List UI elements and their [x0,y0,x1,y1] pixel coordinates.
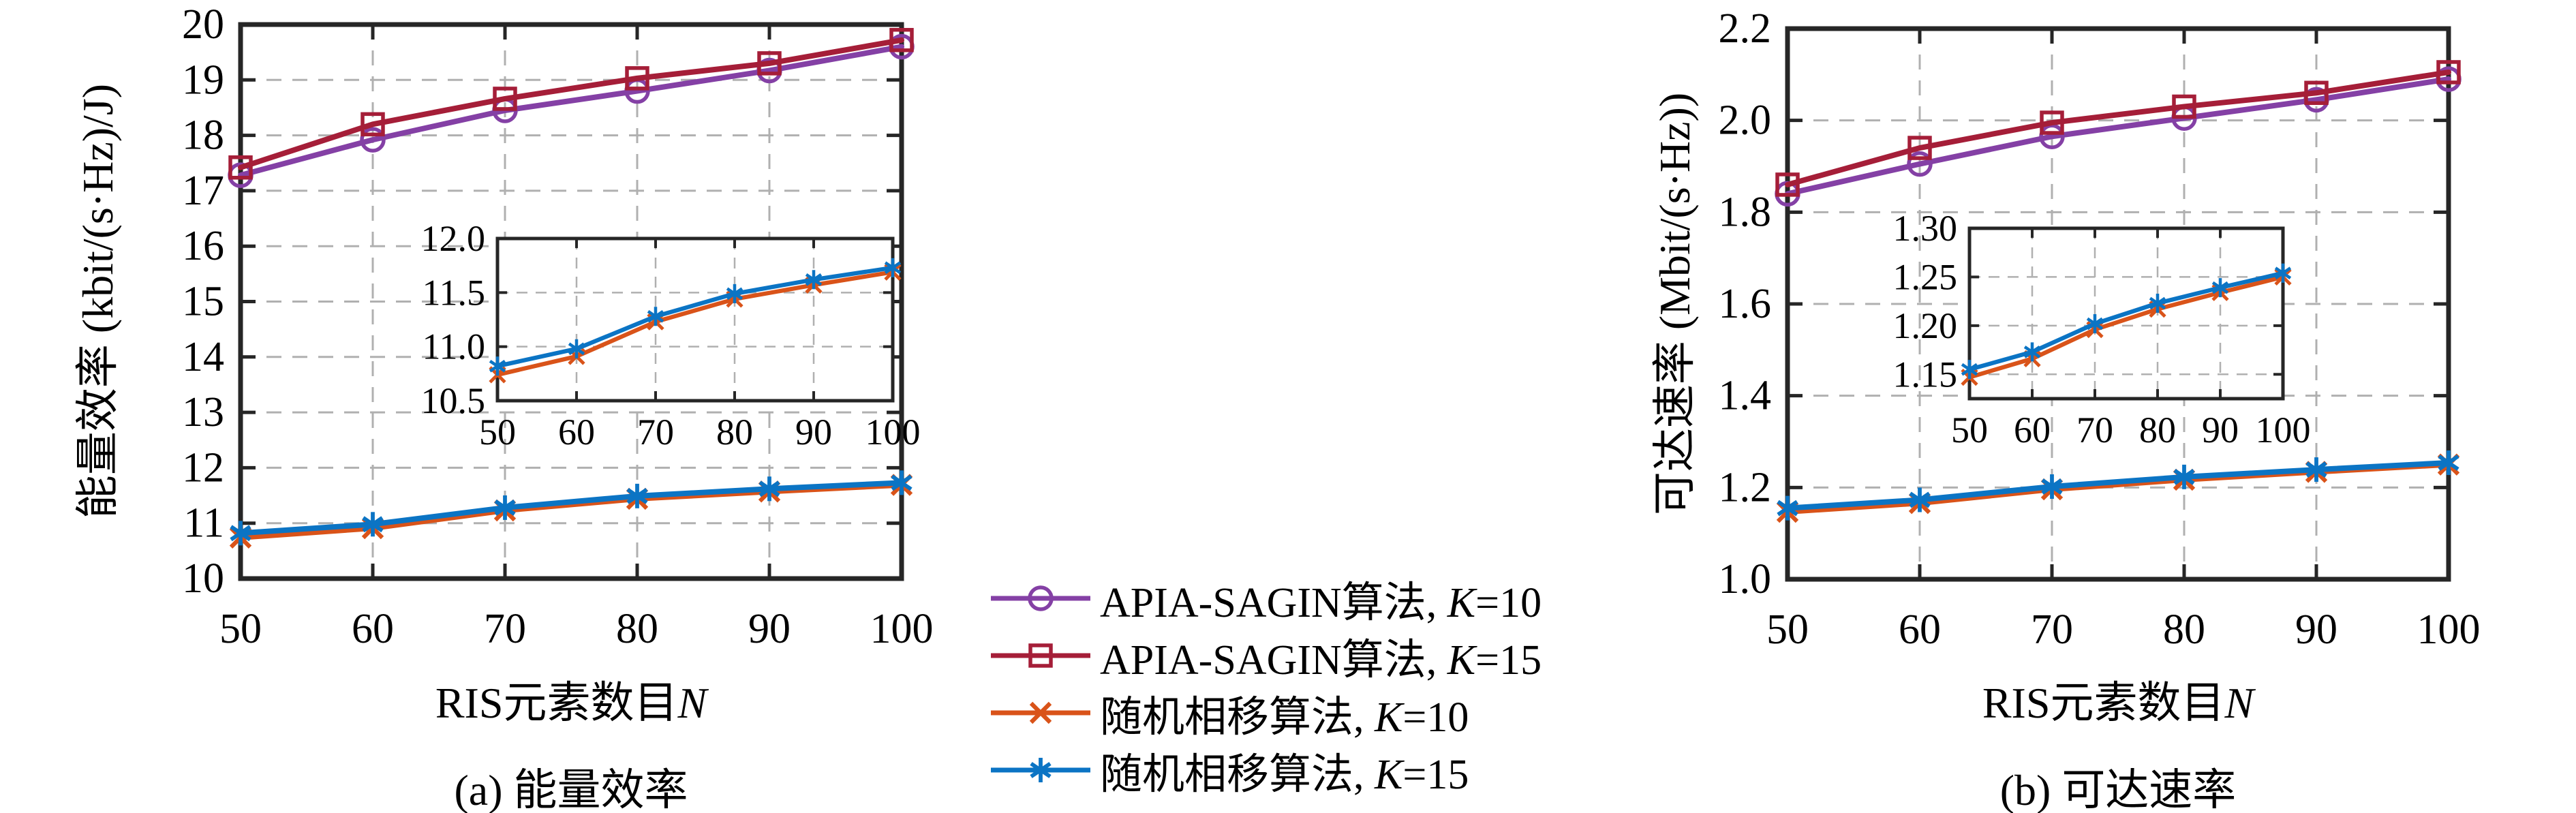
tick-label: 100 [2417,607,2481,653]
y-axis-label-b: 可达速率 (Mbit/(s·Hz)) [1651,92,1699,516]
tick-label: 11 [183,500,224,547]
series-square [1775,60,2461,197]
series-asterisk [1777,450,2459,521]
tick-label: 10.5 [421,380,486,421]
legend-label: 随机相移算法, K=15 [1100,752,1469,798]
tick-label: 100 [865,412,921,452]
tick-label: 100 [2256,410,2311,450]
inset-tick-labels: 50 60 70 80 90 100 1.15 1.20 1.25 1.30 [1893,208,2311,450]
tick-label: 60 [1899,607,1941,653]
series-square [228,28,914,180]
tick-label: 19 [182,57,224,103]
x-axis-label-a-text: RIS元素数目 [435,679,678,727]
tick-label: 2.2 [1719,5,1772,52]
chart-b: 50 60 70 80 90 100 1.0 1.2 1.4 1.6 1.8 2.0 2.2 50 60 70… [1719,5,2481,653]
tick-label: 70 [637,412,674,452]
tick-label: 1.4 [1719,373,1772,419]
asterisk-marker-icon [991,758,1090,782]
grid [497,239,893,401]
tick-label: 100 [870,606,934,652]
tick-label: 60 [558,412,595,452]
axis-tick-labels: 50 60 70 80 90 100 1.0 1.2 1.4 1.6 1.8 2.0 2.2 [1719,5,2481,653]
caption-b: (b) 可达速率 [1999,766,2237,813]
tick-label: 12 [182,444,224,491]
tick-label: 17 [182,168,224,214]
tick-label: 1.20 [1893,305,1958,346]
tick-label: 1.25 [1893,256,1958,297]
tick-label: 80 [2163,607,2205,653]
axis-tick-labels: 50 60 70 80 90 100 10 11 12 13 14 15 16 17 18 19 20 [182,1,934,652]
series-asterisk [489,258,902,376]
legend-item: APIA-SAGIN算法, K=15 [990,627,1542,684]
legend-item: 随机相移算法, K=15 [990,741,1542,799]
grid [1969,228,2283,399]
x-axis-label-b: RIS元素数目N [1982,668,2254,731]
tick-label: 80 [716,412,753,452]
tick-label: 18 [182,112,224,159]
tick-label: 60 [352,606,394,652]
tick-label: 1.8 [1719,189,1772,235]
tick-label: 20 [182,1,224,48]
tick-label: 50 [1951,410,1988,450]
tick-label: 1.2 [1719,464,1772,510]
inset-b: 50 60 70 80 90 100 1.15 1.20 1.25 1.30 [1893,208,2311,450]
legend-item: 随机相移算法, K=10 [990,684,1542,741]
circle-marker-icon [991,585,1090,611]
tick-label: 13 [182,389,224,435]
tick-label: 11.5 [423,272,486,313]
tick-label: 1.30 [1893,208,1958,249]
tick-label: 1.6 [1719,281,1772,327]
chart-a: 50 60 70 80 90 100 10 11 12 13 14 15 16 17 18 19 20 50 60 7… [182,1,934,652]
legend-label: APIA-SAGIN算法, K=15 [1100,637,1542,684]
tick-label: 70 [484,606,526,652]
tick-label: 60 [2014,410,2051,450]
tick-label: 50 [219,606,262,652]
series-asterisk [1961,263,2292,380]
tick-label: 1.15 [1893,354,1958,395]
tick-label: 80 [616,606,658,652]
x-axis-label-b-text: RIS元素数目 [1982,679,2225,727]
legend-label: 随机相移算法, K=10 [1100,694,1469,741]
tick-label: 10 [182,555,224,602]
inset-a: 50 60 70 80 90 100 10.5 11.0 11.5 12.0 [421,218,921,452]
series-asterisk [230,470,913,546]
tick-label: 90 [748,606,791,652]
legend-item: APIA-SAGIN算法, K=10 [990,570,1542,627]
tick-label: 12.0 [421,218,486,259]
x-marker-icon [991,701,1090,724]
legend-label: APIA-SAGIN算法, K=10 [1100,580,1542,626]
tick-label: 15 [182,279,224,325]
legend: APIA-SAGIN算法, K=10 APIA-SAGIN算法, K=15 随机… [990,570,1542,799]
tick-label: 11.0 [423,326,486,367]
inset-tick-labels: 50 60 70 80 90 100 10.5 11.0 11.5 12.0 [421,218,921,452]
x-axis-label-a: RIS元素数目N [435,668,707,731]
square-marker-icon [991,643,1090,668]
tick-label: 1.0 [1719,556,1772,602]
tick-label: 90 [795,412,832,452]
tick-label: 90 [2202,410,2239,450]
caption-a: (a) 能量效率 [454,766,688,813]
tick-label: 14 [182,334,224,380]
tick-label: 90 [2295,607,2337,653]
tick-label: 70 [2076,410,2113,450]
tick-label: 50 [1766,607,1809,653]
tick-label: 2.0 [1719,97,1772,144]
y-axis-label-a: 能量效率 (kbit/(s·Hz)/J) [74,83,122,519]
tick-label: 16 [182,223,224,269]
x-axis-label-a-variable: N [677,679,707,727]
tick-label: 50 [479,412,516,452]
tick-label: 70 [2031,607,2073,653]
tick-label: 80 [2139,410,2176,450]
x-axis-label-b-variable: N [2224,679,2254,727]
